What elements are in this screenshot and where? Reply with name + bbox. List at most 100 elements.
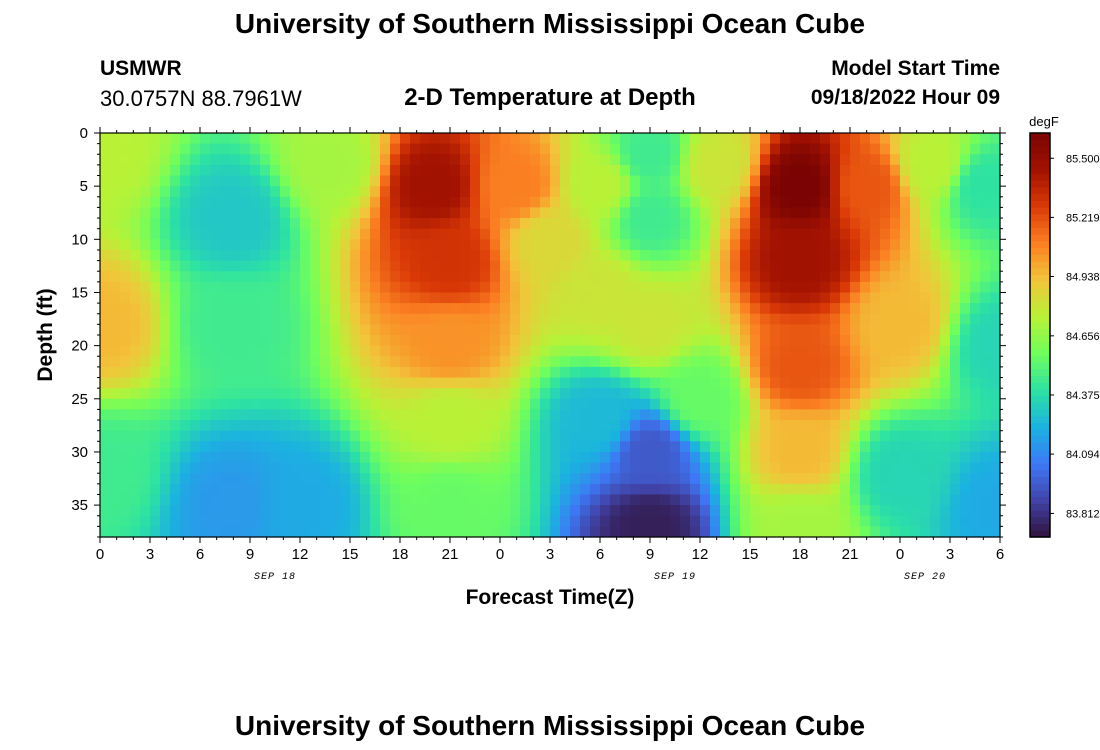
heatmap-cell (190, 356, 201, 368)
heatmap-cell (910, 260, 921, 272)
heatmap-cell (140, 515, 151, 527)
heatmap-cell (650, 239, 661, 251)
heatmap-cell (330, 335, 341, 347)
heatmap-cell (500, 164, 511, 177)
heatmap-cell (650, 303, 661, 315)
heatmap-cell (660, 281, 671, 294)
heatmap-cell (420, 228, 431, 240)
heatmap-cell (840, 505, 851, 517)
heatmap-cell (810, 313, 821, 325)
heatmap-cell (230, 249, 241, 262)
heatmap-cell (690, 164, 701, 177)
heatmap-cell (250, 228, 261, 240)
heatmap-cell (130, 260, 141, 272)
heatmap-cell (290, 441, 301, 453)
heatmap-cell (120, 388, 131, 400)
heatmap-cell (300, 281, 311, 294)
heatmap-cell (950, 186, 961, 198)
heatmap-cell (740, 462, 751, 474)
heatmap-cell (820, 324, 831, 336)
heatmap-cell (620, 218, 631, 230)
heatmap-cell (460, 218, 471, 230)
heatmap-cell (240, 420, 251, 432)
heatmap-cell (730, 483, 741, 496)
heatmap-cell (720, 356, 731, 368)
heatmap-cell (530, 260, 541, 272)
heatmap-cell (350, 473, 361, 485)
heatmap-cell (470, 175, 481, 187)
heatmap-cell (810, 271, 821, 283)
heatmap-cell (760, 281, 771, 294)
heatmap-cell (420, 409, 431, 421)
heatmap-cell (760, 335, 771, 347)
heatmap-cell (630, 228, 641, 240)
heatmap-cell (540, 356, 551, 368)
heatmap-cell (340, 313, 351, 325)
heatmap-cell (480, 164, 491, 177)
heatmap-cell (540, 271, 551, 283)
heatmap-cell (930, 398, 941, 411)
heatmap-cell (170, 335, 181, 347)
colorbar-segment (1030, 483, 1050, 491)
heatmap-cell (840, 324, 851, 336)
heatmap-cell (270, 483, 281, 496)
heatmap-cell (250, 218, 261, 230)
heatmap-cell (990, 420, 1001, 432)
heatmap-cell (270, 366, 281, 379)
heatmap-cell (550, 313, 561, 325)
heatmap-cell (540, 494, 551, 506)
heatmap-cell (360, 505, 371, 517)
heatmap-cell (400, 420, 411, 432)
heatmap-cell (190, 207, 201, 219)
heatmap-cell (330, 260, 341, 272)
heatmap-cell (230, 505, 241, 517)
heatmap-cell (660, 143, 671, 155)
heatmap-cell (270, 345, 281, 357)
heatmap-cell (200, 388, 211, 400)
heatmap-cell (650, 441, 661, 453)
heatmap-cell (910, 324, 921, 336)
heatmap-cell (580, 494, 591, 506)
heatmap-cell (110, 281, 121, 294)
heatmap-cell (100, 398, 111, 411)
heatmap-cell (460, 260, 471, 272)
heatmap-cell (490, 345, 501, 357)
heatmap-cell (530, 473, 541, 485)
heatmap-cell (240, 409, 251, 421)
heatmap-cell (470, 292, 481, 304)
heatmap-cell (860, 313, 871, 325)
heatmap-cell (980, 377, 991, 389)
heatmap-cell (690, 441, 701, 453)
heatmap-cell (290, 345, 301, 357)
heatmap-cell (980, 451, 991, 464)
heatmap-cell (590, 420, 601, 432)
heatmap-cell (110, 313, 121, 325)
heatmap-cell (290, 473, 301, 485)
heatmap-cell (640, 377, 651, 389)
heatmap-cell (640, 335, 651, 347)
heatmap-cell (710, 292, 721, 304)
heatmap-cell (180, 228, 191, 240)
heatmap-cell (450, 441, 461, 453)
heatmap-cell (880, 388, 891, 400)
colorbar-border (1029, 132, 1051, 538)
heatmap-cell (790, 356, 801, 368)
heatmap-cell (900, 388, 911, 400)
heatmap-cell (340, 133, 351, 145)
heatmap-cell (520, 388, 531, 400)
heatmap-cell (970, 377, 981, 389)
heatmap-cell (690, 249, 701, 262)
heatmap-cell (890, 473, 901, 485)
heatmap-cell (600, 271, 611, 283)
heatmap-cell (950, 133, 961, 145)
colorbar-segment (1030, 260, 1050, 269)
heatmap-cell (390, 366, 401, 379)
heatmap-cell (370, 228, 381, 240)
heatmap-cell (100, 473, 111, 485)
heatmap-cell (610, 505, 621, 517)
heatmap-cell (150, 186, 161, 198)
heatmap-cell (400, 398, 411, 411)
heatmap-cell (340, 388, 351, 400)
heatmap-cell (110, 303, 121, 315)
heatmap-cell (770, 430, 781, 442)
